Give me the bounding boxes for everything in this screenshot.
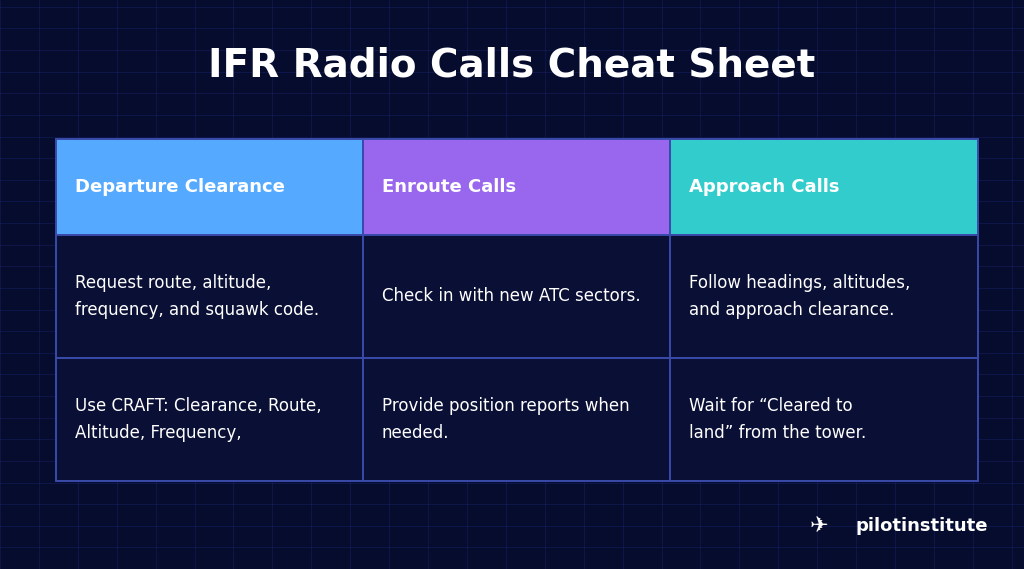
Bar [56,235,364,358]
Text: Wait for “Cleared to
land” from the tower.: Wait for “Cleared to land” from the towe… [688,397,865,442]
Bar [364,235,670,358]
Bar [670,358,978,481]
Text: IFR Radio Calls Cheat Sheet: IFR Radio Calls Cheat Sheet [208,47,816,84]
Text: Departure Clearance: Departure Clearance [75,178,285,196]
Bar [364,139,670,235]
Text: Request route, altitude,
frequency, and squawk code.: Request route, altitude, frequency, and … [75,274,318,319]
Bar [670,139,978,235]
Bar [364,358,670,481]
Text: ✈: ✈ [810,516,828,537]
Text: Enroute Calls: Enroute Calls [382,178,516,196]
Text: Approach Calls: Approach Calls [688,178,839,196]
Text: Provide position reports when
needed.: Provide position reports when needed. [382,397,630,442]
Text: pilotinstitute: pilotinstitute [855,517,987,535]
Bar [56,358,364,481]
Text: Check in with new ATC sectors.: Check in with new ATC sectors. [382,287,640,306]
Text: Follow headings, altitudes,
and approach clearance.: Follow headings, altitudes, and approach… [688,274,910,319]
Bar [670,235,978,358]
Text: Use CRAFT: Clearance, Route,
Altitude, Frequency,: Use CRAFT: Clearance, Route, Altitude, F… [75,397,322,442]
Bar [56,139,978,481]
Bar [56,139,364,235]
